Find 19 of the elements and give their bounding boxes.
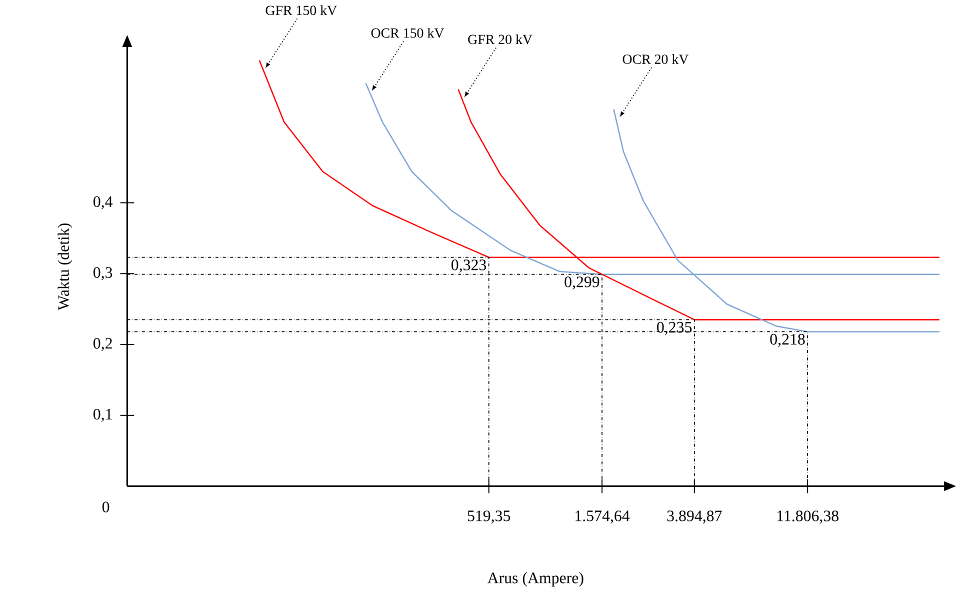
y-axis-title: Waktu (detik) [58, 224, 72, 310]
y-tick-label: 0,3 [94, 267, 112, 280]
text: OCR 20 kV [622, 54, 689, 64]
annotation: 0,323 [452, 260, 486, 273]
annotation: 0,218 [770, 334, 805, 348]
x-tick-label: 1.574,64 [576, 510, 630, 524]
x-tick-label: 519,35 [468, 510, 510, 524]
annotation: 0,299 [564, 276, 600, 290]
y-tick-label: 0,1 [94, 408, 112, 422]
y-tick-label: 0,2 [94, 338, 112, 352]
y-tick-label: 0,4 [94, 196, 113, 210]
text: GFR 150 kV [266, 5, 337, 16]
text: OCR 150 kV [371, 28, 444, 38]
text: 0 [102, 502, 110, 512]
x-tick-label: 11.806,38 [777, 510, 838, 524]
text: GFR 20 kV [468, 34, 532, 44]
x-axis-title: Arus (Ampere) [487, 572, 584, 587]
annotation: 0,235 [657, 322, 692, 335]
x-tick-label: 3.894,87 [667, 510, 722, 524]
